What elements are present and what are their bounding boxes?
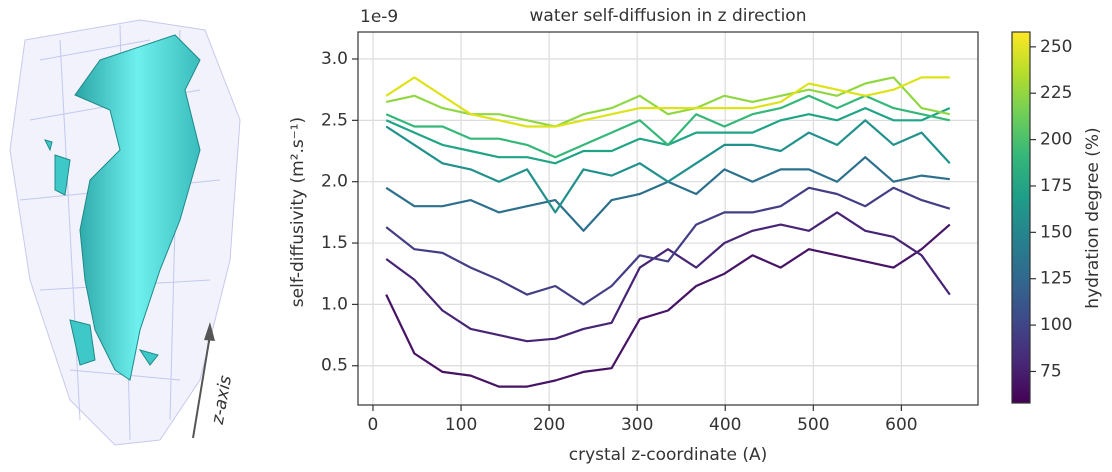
series-line: [386, 157, 950, 231]
y-tick-label: 1.0: [321, 294, 348, 314]
series-line: [386, 77, 950, 126]
x-axis-label: crystal z-coordinate (A): [569, 445, 768, 465]
plot-frame: [358, 32, 978, 405]
y-tick-label: 2.0: [321, 172, 348, 192]
axis-annotation: z-axis: [208, 374, 236, 427]
series-line: [386, 96, 950, 157]
series-line: [386, 77, 950, 126]
x-tick-label: 200: [533, 415, 565, 435]
x-tick-label: 400: [709, 415, 741, 435]
series-line: [386, 108, 950, 163]
chart-title: water self-diffusion in z direction: [530, 6, 807, 26]
colorbar-tick-label: 75: [1040, 361, 1062, 381]
colorbar-tick-label: 125: [1040, 269, 1072, 289]
y-offset-label: 1e-9: [360, 7, 398, 27]
x-tick-label: 0: [368, 415, 379, 435]
series-line: [386, 120, 950, 212]
series-line: [386, 212, 950, 341]
y-tick-label: 0.5: [321, 356, 348, 376]
colorbar-tick-label: 150: [1040, 222, 1072, 242]
render-illustration: z-axis: [10, 20, 240, 445]
colorbar-tick-label: 100: [1040, 315, 1072, 335]
x-tick-label: 600: [885, 415, 917, 435]
colorbar-tick-label: 250: [1040, 37, 1072, 57]
x-tick-label: 100: [445, 415, 477, 435]
x-tick-label: 500: [797, 415, 829, 435]
y-tick-label: 2.5: [321, 110, 348, 130]
series-line: [386, 188, 950, 305]
y-tick-label: 1.5: [321, 233, 348, 253]
colorbar-tick-label: 200: [1040, 130, 1072, 150]
y-axis-label: self-diffusivity (m².s⁻¹): [288, 117, 308, 307]
x-tick-label: 300: [621, 415, 653, 435]
y-tick-label: 3.0: [321, 49, 348, 69]
figure: z-axis water self-diffusion in z directi…: [0, 0, 1112, 468]
colorbar: [1012, 32, 1030, 403]
colorbar-label: hydration degree (%): [1083, 127, 1103, 308]
colorbar-tick-label: 175: [1040, 176, 1072, 196]
colorbar-tick-label: 225: [1040, 83, 1072, 103]
